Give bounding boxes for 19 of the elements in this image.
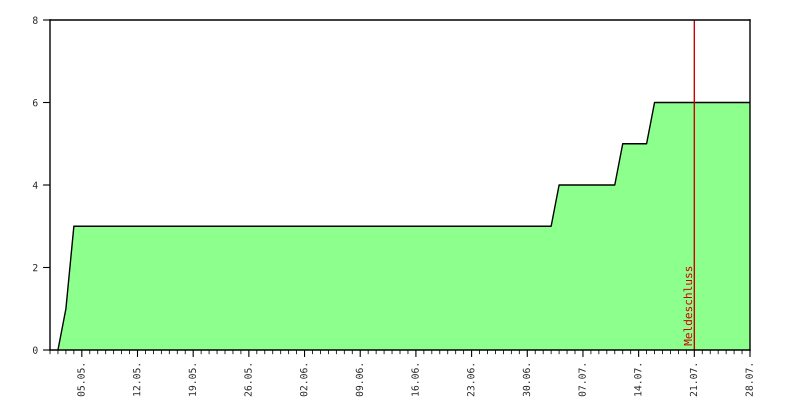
ref-line-label: Meldeschluss [684, 266, 692, 346]
x-tick-label: 16.06. [411, 364, 419, 396]
x-tick-label: 30.06. [522, 364, 530, 396]
x-tick-label: 23.06. [467, 364, 474, 396]
x-tick-label: 19.05. [188, 364, 196, 396]
x-tick-label: 05.05. [77, 364, 85, 396]
x-tick-label: 14.07. [634, 364, 642, 396]
x-tick-label: 21.07. [690, 364, 698, 396]
y-tick-label: 0 [32, 346, 38, 354]
y-tick-label: 4 [32, 182, 38, 189]
x-tick-label: 02.06. [300, 364, 308, 396]
x-tick-label: 26.05. [244, 364, 252, 396]
x-tick-label: 09.06. [356, 364, 364, 396]
y-tick-label: 8 [32, 16, 38, 24]
y-tick-label: 2 [33, 264, 38, 272]
x-tick-label: 12.05. [132, 364, 140, 396]
x-tick-label: 07.07. [578, 364, 586, 396]
x-tick-label: 28.07. [745, 364, 753, 396]
y-tick-label: 6 [32, 99, 38, 106]
